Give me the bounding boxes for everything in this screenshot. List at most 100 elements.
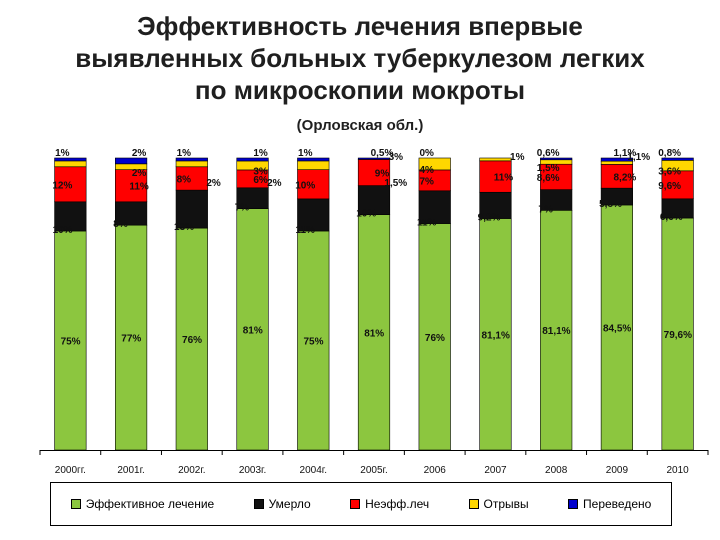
legend-label-transferred: Переведено [583, 497, 652, 511]
data-label-extra: 2% [206, 178, 221, 189]
data-label-ineffective: 11% [129, 182, 149, 193]
bar-segment-died [479, 191, 512, 219]
data-label-ineffective: 8,6% [537, 173, 560, 184]
data-label-ineffective: 7% [420, 176, 435, 187]
data-label-died: 11% [295, 225, 315, 236]
bar-segment-effective [600, 204, 633, 451]
bar-segment-effective [297, 230, 330, 451]
bar-segment-transferred [357, 157, 391, 160]
bar-segment-dropouts [297, 160, 330, 170]
data-label-effective: 75% [61, 337, 81, 348]
bar-segment-dropouts [54, 160, 87, 168]
data-label-transferred: 1% [298, 148, 313, 159]
legend-item-effective: Эффективное лечение [70, 497, 215, 511]
x-tick-label: 2005г. [360, 465, 387, 476]
data-label-died: 10% [53, 225, 73, 236]
data-label-transferred: 0,5% [371, 148, 394, 159]
data-label-transferred: 1,1% [614, 148, 637, 159]
bar-segment-transferred [661, 157, 694, 161]
data-label-extra: 3% [389, 152, 404, 163]
bar-segment-effective [236, 208, 269, 451]
data-label-died: 9,2% [478, 213, 501, 224]
data-label-ineffective: 12% [52, 180, 72, 191]
stacked-bar-chart: 75% 10% 12% 1% 2000гг. 77% 8% 11% 2% 2% 2001г. 76% 1… [39, 148, 709, 476]
data-label-effective: 81,1% [481, 330, 509, 341]
x-tick-label: 2008 [545, 465, 568, 476]
data-label-ineffective: 9% [375, 169, 390, 180]
data-label-transferred: 2% [132, 148, 147, 159]
bar-segment-ineffective [479, 160, 512, 193]
data-label-died: 7% [538, 204, 553, 215]
bar-segment-effective [175, 227, 208, 451]
chart-title: Эффективность лечения впервые выявленных… [0, 10, 720, 106]
data-label-dropouts: 3,6% [658, 167, 681, 178]
legend-label-effective: Эффективное лечение [85, 497, 215, 511]
legend-swatch-ineffective [350, 499, 361, 509]
data-label-ineffective: 9,6% [658, 181, 681, 192]
title-line-2: выявленных больных туберкулезом легких [75, 43, 645, 73]
bar-segment-died [418, 190, 451, 224]
legend-item-dropouts: Отрывы [468, 497, 529, 511]
x-tick-label: 2009 [606, 465, 629, 476]
legend: Эффективное лечение Умерло Неэфф.леч Отр… [50, 482, 672, 526]
data-label-transferred: 1% [177, 148, 192, 159]
data-label-transferred: 0,8% [658, 148, 681, 159]
bar-segment-transferred [540, 157, 573, 161]
bar-segment-dropouts [479, 157, 512, 162]
legend-label-dropouts: Отрывы [483, 497, 529, 511]
bar-segment-ineffective [297, 169, 330, 200]
data-label-died: 5,8% [599, 199, 622, 210]
data-label-effective: 77% [121, 334, 141, 345]
bar-segment-transferred [54, 157, 87, 162]
bar-segment-effective [357, 214, 391, 451]
data-label-dropouts: 4% [420, 165, 435, 176]
legend-label-died: Умерло [268, 497, 311, 511]
data-label-effective: 75% [303, 337, 323, 348]
legend-label-ineffective: Неэфф.леч [365, 497, 430, 511]
data-label-transferred: 1% [55, 148, 70, 159]
data-label-died: 13% [174, 222, 194, 233]
x-tick-label: 2003г. [239, 465, 266, 476]
legend-item-ineffective: Неэфф.леч [350, 497, 429, 511]
data-label-effective: 81,1% [542, 326, 570, 337]
data-label-ineffective: 11% [494, 173, 514, 184]
x-tick-label: 2001г. [117, 465, 144, 476]
title-line-3: по микроскопии мокроты [194, 75, 526, 105]
data-label-extra: 1,1% [627, 152, 650, 163]
data-label-effective: 76% [425, 333, 445, 344]
x-tick-label: 2004г. [300, 465, 327, 476]
bar-segment-transferred [297, 157, 330, 162]
bar-segment-effective [540, 210, 573, 451]
data-label-died: 7% [235, 203, 250, 214]
title-line-1: Эффективность лечения впервые [137, 11, 583, 41]
data-label-extra: 1% [510, 152, 525, 163]
bar-segment-transferred [600, 157, 633, 162]
legend-swatch-dropouts [468, 499, 479, 509]
bar-segment-transferred [236, 157, 269, 162]
x-tick-label: 2007 [484, 465, 507, 476]
bar-segment-effective [661, 217, 694, 451]
data-label-died: 11% [417, 218, 437, 229]
data-label-died: 8% [113, 219, 128, 230]
data-label-died: 10% [356, 209, 376, 220]
x-tick-label: 2006 [424, 465, 447, 476]
bar-segment-ineffective [54, 166, 87, 203]
legend-item-transferred: Переведено [568, 497, 651, 511]
data-label-dropouts: 1,5% [537, 163, 560, 174]
data-label-ineffective: 8,2% [614, 172, 637, 183]
bar-segment-ineffective [661, 170, 694, 200]
bar-segment-dropouts [175, 160, 208, 168]
bar-segment-transferred [175, 157, 208, 162]
x-tick-label: 2010 [667, 465, 690, 476]
bar-segment-died [357, 185, 391, 215]
data-label-transferred: 1% [253, 148, 268, 159]
legend-swatch-died [253, 499, 264, 509]
bar-segment-effective [418, 223, 451, 451]
bar-segment-transferred [115, 157, 148, 165]
data-label-ineffective: 8% [177, 174, 192, 185]
legend-swatch-effective [70, 499, 81, 509]
bar-segment-died [175, 189, 208, 229]
data-label-transferred: 0,6% [537, 148, 560, 159]
legend-item-died: Умерло [253, 497, 311, 511]
data-label-effective: 81% [243, 325, 263, 336]
